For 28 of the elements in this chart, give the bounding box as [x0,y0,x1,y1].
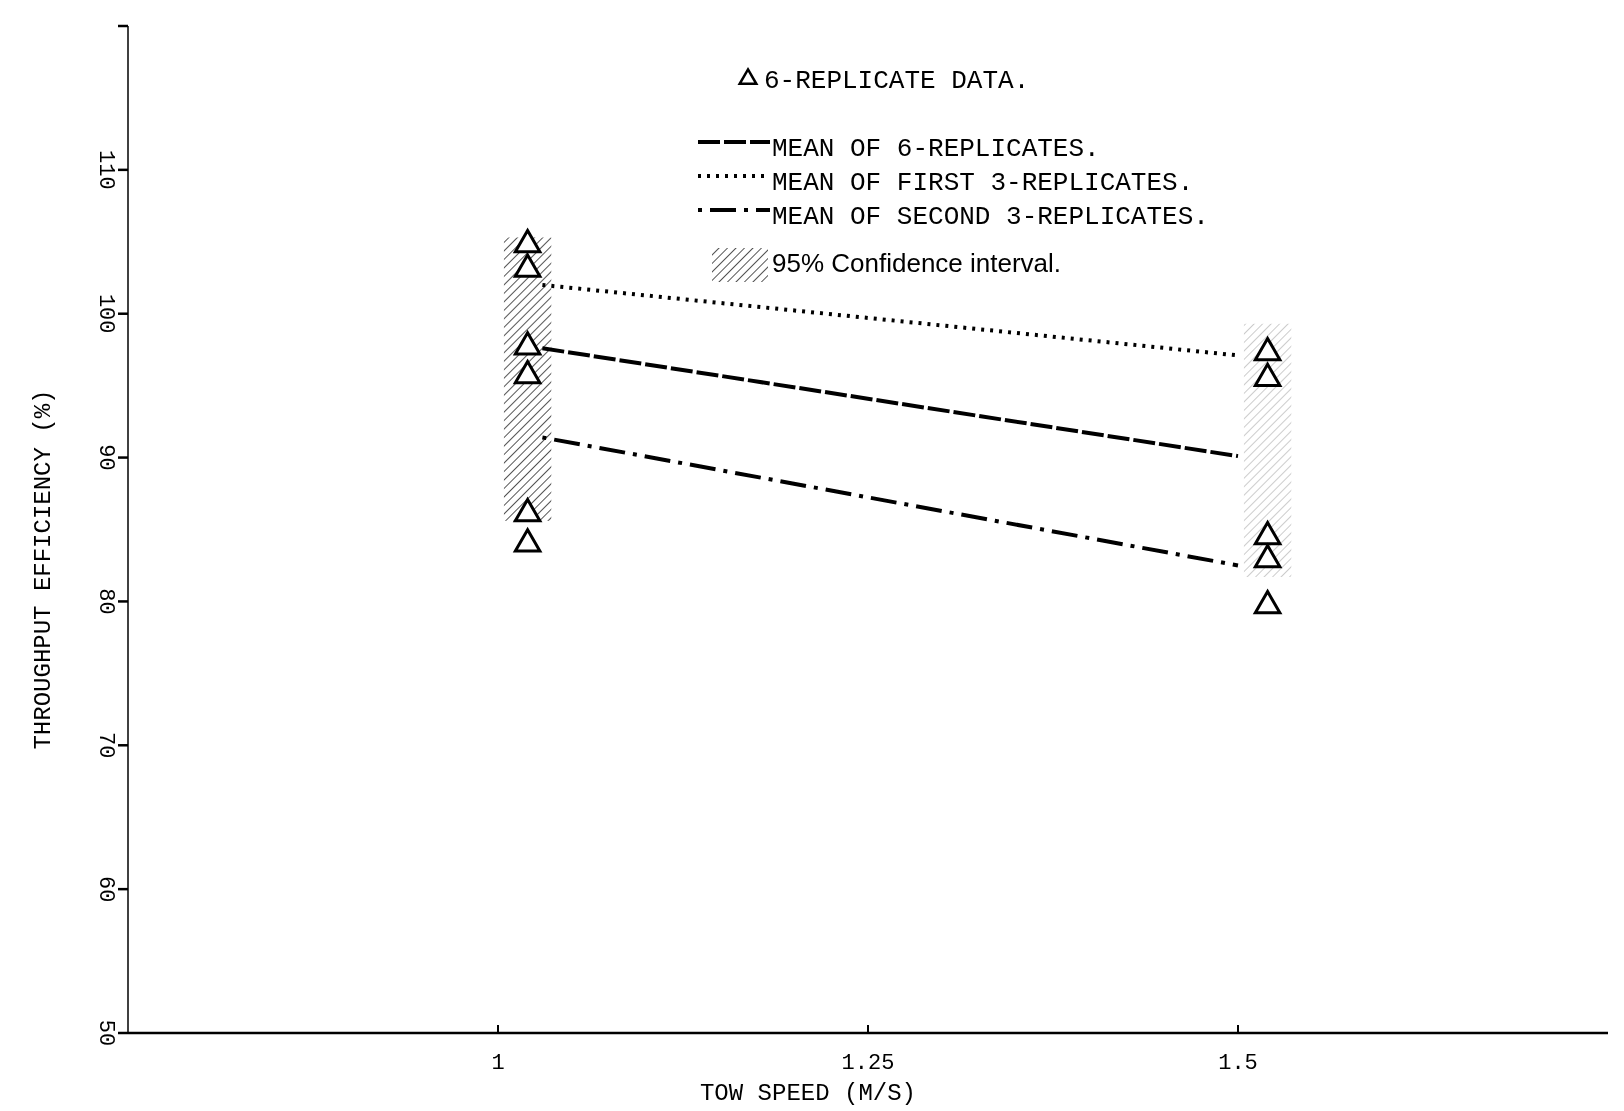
point [1253,590,1282,615]
point [513,498,542,523]
point [1253,362,1282,388]
legend-label: 95% Confidence interval. [772,248,1062,278]
point [513,528,542,553]
y-tick-label: 60 [93,875,118,903]
y-tick-label: 110 [93,150,118,190]
point [513,253,542,278]
y-tick-label: 100 [93,293,118,334]
point [1253,336,1282,362]
y-tick-label: 50 [93,1019,118,1047]
y-axis-title: THROUGHPUT EFFICIENCY (%) [30,389,57,750]
point [513,331,542,356]
point [513,359,542,385]
x-tick-label: 1 [491,1051,505,1076]
legend-label: 6-REPLICATE DATA. [764,66,1030,96]
x-tick-label: 1.25 [841,1051,895,1076]
x-tick-label: 1.5 [1218,1051,1258,1076]
legend-label: MEAN OF 6-REPLICATES. [772,134,1100,164]
legend-label: MEAN OF FIRST 3-REPLICATES. [772,168,1194,198]
point [1253,544,1282,569]
y-tick-label: 70 [93,732,118,759]
point [1253,521,1282,546]
y-tick-label: 90 [93,444,118,471]
y-tick-label: 80 [93,588,118,615]
point [513,229,542,254]
x-axis-title: TOW SPEED (M/S) [699,1080,917,1107]
legend-label: MEAN OF SECOND 3-REPLICATES. [772,202,1209,232]
